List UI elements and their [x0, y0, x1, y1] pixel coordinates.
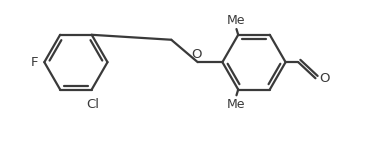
Text: Me: Me: [227, 98, 245, 111]
Text: O: O: [320, 72, 330, 85]
Text: Me: Me: [227, 14, 245, 27]
Text: F: F: [31, 56, 38, 69]
Text: O: O: [191, 48, 202, 61]
Text: Cl: Cl: [86, 98, 99, 111]
